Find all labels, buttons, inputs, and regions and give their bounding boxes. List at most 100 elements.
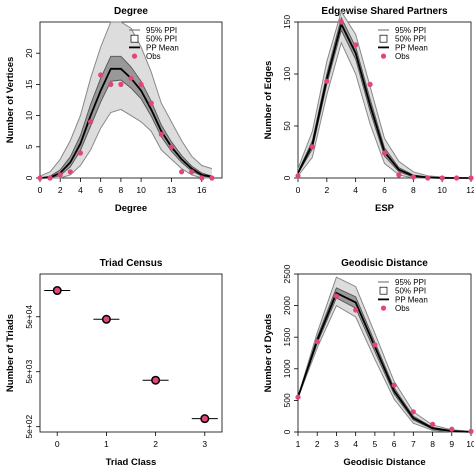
obs-point (410, 174, 416, 180)
ppi95-band (40, 22, 212, 178)
y-tick-label: 0 (282, 429, 292, 434)
obs-point (189, 169, 195, 175)
obs-point (158, 131, 164, 137)
legend-label: 50% PPI (146, 35, 177, 44)
legend-label: PP Mean (146, 43, 179, 52)
plot-frame (39, 21, 223, 179)
obs-point (118, 81, 124, 87)
obs-point (391, 382, 397, 388)
x-tick-label: 7 (411, 439, 416, 449)
chart-panel-4: Geodisic Distance Geodisic Distance Number… (263, 258, 474, 468)
obs-point (309, 144, 315, 150)
chart-title: Triad Census (100, 258, 163, 269)
obs-point (199, 175, 205, 181)
obs-point (54, 287, 61, 294)
legend-label: PP Mean (395, 43, 428, 52)
y-tick-label: 5e+03 (24, 359, 34, 383)
obs-point (209, 175, 215, 181)
chart-panel-2: Edgewise Shared Partners ESP Number of Edg… (263, 6, 474, 214)
obs-point (367, 81, 373, 87)
obs-point (439, 175, 445, 181)
obs-point (396, 172, 402, 178)
x-tick-label: 0 (296, 185, 301, 195)
obs-point (103, 316, 110, 323)
y-tick-label: 10 (24, 111, 34, 121)
obs-point (108, 81, 114, 87)
y-tick-label: 150 (282, 15, 292, 29)
x-tick-label: 6 (382, 185, 387, 195)
ppi95-lower-line (297, 304, 472, 433)
x-tick-label: 0 (55, 439, 60, 449)
pp-mean-line (297, 291, 472, 433)
y-tick-label: 20 (24, 48, 34, 58)
y-axis-label: Number of Dyads (263, 314, 274, 393)
pp-mean-line (39, 67, 213, 179)
y-axis-label: Number of Edges (263, 61, 274, 140)
y-tick-label: 5e+04 (24, 305, 34, 329)
legend-label: 50% PPI (395, 287, 426, 296)
y-tick-label: 5 (24, 144, 34, 149)
obs-point (148, 100, 154, 106)
y-axis-label: Number of Triads (5, 314, 16, 392)
x-tick-label: 8 (119, 185, 124, 195)
obs-point (295, 173, 301, 179)
chart-title: Degree (114, 6, 148, 17)
obs-point (468, 175, 474, 181)
y-tick-label: 0 (282, 175, 292, 180)
obs-point (57, 172, 63, 178)
chart-panel-1: Degree Degree Number of Vertices 0 2 4 6 8 10 13 1… (5, 6, 223, 214)
obs-point (338, 19, 344, 25)
obs-point (152, 377, 159, 384)
legend-key-obs (380, 53, 387, 59)
y-tick-label: 15 (24, 79, 34, 89)
y-tick-label: 2000 (282, 296, 292, 315)
legend-label: 50% PPI (395, 35, 426, 44)
x-axis-label: Geodisic Distance (343, 457, 425, 468)
x-tick-label: 2 (153, 439, 158, 449)
y-tick-label: 0 (24, 175, 34, 180)
obs-point (67, 169, 73, 175)
ppi95-upper-line (297, 276, 472, 432)
x-tick-label: 10 (466, 439, 474, 449)
obs-point (201, 415, 208, 422)
obs-point (381, 150, 388, 156)
obs-point (88, 119, 94, 125)
legend-key-obs (131, 53, 138, 59)
x-tick-label: 2 (58, 185, 63, 195)
x-axis-label: Triad Class (106, 457, 157, 468)
x-tick-label: 6 (98, 185, 103, 195)
chart-title: Geodisic Distance (341, 258, 428, 269)
ppi50-lower-line (40, 79, 212, 179)
legend-label: Obs (146, 52, 161, 61)
x-tick-label: 10 (437, 185, 447, 195)
x-tick-label: 8 (411, 185, 416, 195)
obs-point (353, 307, 359, 313)
x-tick-label: 3 (202, 439, 207, 449)
x-tick-label: 12 (466, 185, 474, 195)
chart-panel-3: Triad Census Triad Class Number of Triads 0… (5, 258, 223, 468)
y-tick-label: 5e+02 (24, 414, 34, 438)
legend-key-obs (380, 305, 387, 311)
obs-point (449, 426, 455, 432)
obs-point (314, 339, 320, 345)
obs-point (454, 175, 460, 181)
y-tick-label: 1000 (282, 359, 292, 378)
y-tick-label: 2500 (282, 264, 292, 283)
obs-point (295, 394, 301, 400)
x-tick-label: 1 (296, 439, 301, 449)
legend-label: 95% PPI (395, 278, 426, 287)
x-tick-label: 16 (197, 185, 207, 195)
legend-label: 95% PPI (395, 26, 426, 35)
legend-label: PP Mean (395, 295, 428, 304)
ppi50-upper-line (39, 55, 213, 179)
obs-point (425, 175, 431, 181)
y-tick-label: 100 (282, 67, 292, 81)
obs-point (47, 175, 53, 181)
x-tick-label: 6 (392, 439, 397, 449)
obs-point (372, 342, 378, 348)
x-tick-label: 4 (78, 185, 83, 195)
obs-point (430, 421, 436, 427)
obs-point (168, 144, 174, 150)
obs-point (37, 175, 43, 181)
legend-key-ppi50 (379, 286, 388, 295)
